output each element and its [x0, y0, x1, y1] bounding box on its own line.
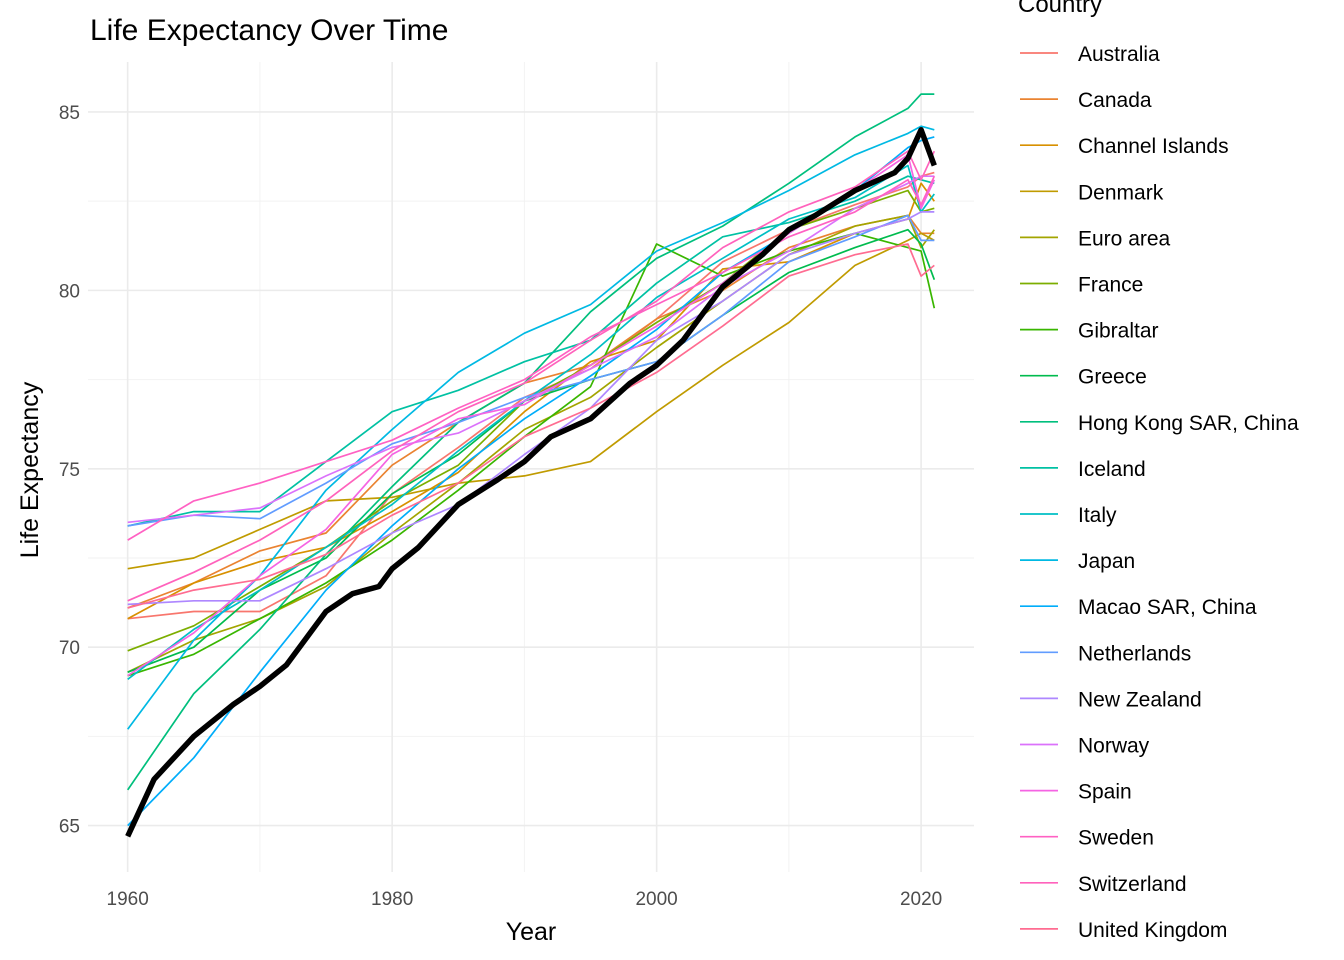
- series-line: [127, 175, 935, 524]
- y-tick-label: 85: [59, 103, 80, 124]
- series-line: [127, 164, 935, 680]
- legend-label: Sweden: [1078, 827, 1154, 850]
- legend-label: Channel Islands: [1078, 135, 1229, 158]
- x-tick-label: 2000: [635, 889, 677, 910]
- highlight-line: [125, 127, 937, 838]
- series-line: [127, 228, 936, 673]
- series-line: [127, 214, 935, 673]
- legend-label: Canada: [1078, 89, 1152, 112]
- y-tick-label: 75: [59, 460, 80, 481]
- legend-label: Macao SAR, China: [1078, 596, 1257, 619]
- legend-label: Denmark: [1078, 181, 1164, 204]
- legend-label: Japan: [1078, 550, 1135, 573]
- legend-label: Euro area: [1078, 227, 1171, 250]
- series-line: [127, 214, 935, 609]
- series-line: [127, 232, 935, 570]
- chart-title: Life Expectancy Over Time: [90, 14, 448, 47]
- legend-title: Country: [1018, 0, 1102, 18]
- legend-label: Norway: [1078, 735, 1150, 758]
- y-tick-label: 70: [59, 638, 80, 659]
- series-line: [127, 214, 935, 527]
- plot-grid: [88, 62, 974, 872]
- legend-label: France: [1078, 274, 1143, 297]
- series-line: [127, 243, 935, 609]
- legend-label: Iceland: [1078, 458, 1146, 481]
- series-layer: [126, 93, 936, 827]
- legend-label: Italy: [1078, 504, 1117, 527]
- series-line: [127, 150, 936, 602]
- axis-ticks: 1960 1980 2000 2020 65 70 75 80 85: [59, 103, 942, 910]
- series-line: [126, 93, 935, 791]
- legend-label: Gibraltar: [1078, 320, 1159, 343]
- legend-label: New Zealand: [1078, 688, 1202, 711]
- legend-label: Greece: [1078, 366, 1147, 389]
- series-line: [127, 175, 936, 541]
- legend-label: Spain: [1078, 781, 1132, 804]
- legend-label: Netherlands: [1078, 642, 1191, 665]
- legend-label: Switzerland: [1078, 873, 1187, 896]
- x-tick-label: 1980: [371, 889, 413, 910]
- series-line: [127, 153, 936, 677]
- highlight-layer: [125, 127, 937, 838]
- legend-label: Hong Kong SAR, China: [1078, 412, 1299, 435]
- x-tick-label: 1960: [107, 889, 149, 910]
- y-tick-label: 65: [59, 817, 80, 838]
- series-line: [127, 125, 935, 730]
- series-line: [127, 136, 935, 827]
- x-axis-title: Year: [506, 918, 557, 946]
- legend-label: United Kingdom: [1078, 919, 1227, 942]
- x-tick-label: 2020: [900, 889, 942, 910]
- series-line: [127, 232, 936, 677]
- legend-label: Australia: [1078, 43, 1160, 66]
- legend: Australia Canada Channel Islands Denmark Eur…: [1020, 43, 1299, 942]
- y-tick-label: 80: [59, 281, 80, 302]
- y-axis-title: Life Expectancy: [16, 381, 44, 558]
- series-line: [127, 175, 935, 527]
